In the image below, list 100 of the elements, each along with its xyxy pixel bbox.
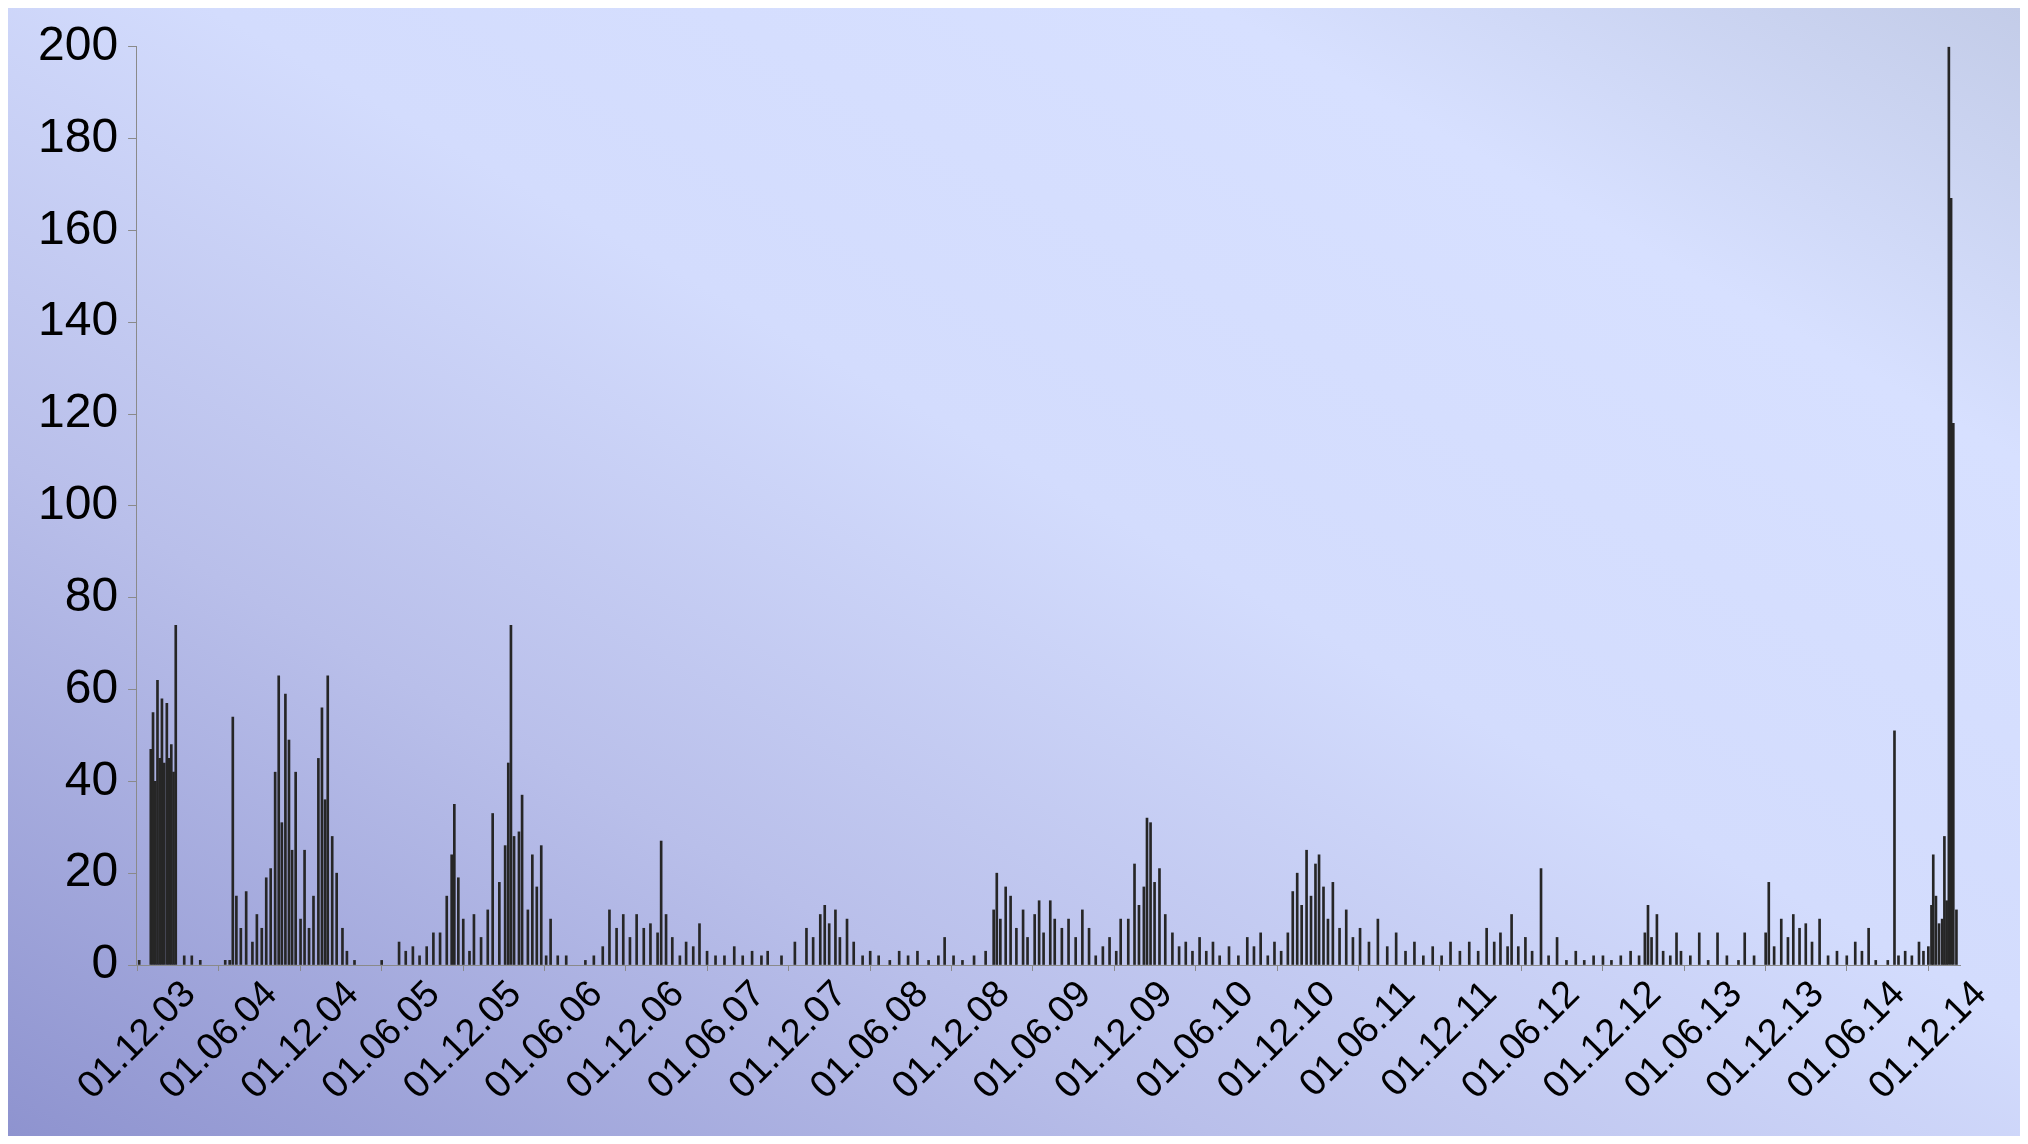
bar: [303, 849, 306, 965]
bar: [425, 946, 429, 965]
bar: [1245, 937, 1249, 965]
bar: [284, 693, 287, 965]
bar: [1163, 914, 1167, 965]
bar: [608, 909, 611, 965]
bar: [1067, 918, 1070, 965]
bar: [897, 950, 901, 965]
bar: [539, 845, 543, 965]
bar: [461, 918, 465, 965]
y-tick-label: 20: [64, 843, 119, 897]
bar: [1004, 886, 1008, 965]
bar: [888, 960, 892, 965]
bar: [1499, 932, 1502, 965]
bar: [1295, 872, 1299, 965]
bar: [549, 918, 552, 965]
bar: [1404, 950, 1407, 965]
bar: [1171, 932, 1174, 965]
bar: [1158, 868, 1161, 965]
bar: [1689, 955, 1692, 965]
bar: [174, 624, 178, 965]
bar: [615, 927, 618, 965]
bar: [1697, 932, 1701, 965]
bar: [952, 955, 955, 965]
bar: [1273, 941, 1276, 965]
bar: [984, 950, 987, 965]
bar: [1675, 932, 1678, 965]
bar: [1903, 950, 1907, 965]
bar: [1592, 955, 1595, 965]
bar: [1009, 895, 1012, 965]
bar: [404, 950, 408, 965]
bar: [760, 955, 763, 965]
bar: [1204, 950, 1208, 965]
y-tick-label: 180: [37, 108, 119, 162]
bar: [1191, 950, 1194, 965]
y-tick-label: 160: [37, 200, 119, 254]
bar: [741, 955, 745, 965]
bar: [1119, 918, 1123, 965]
bar: [260, 927, 264, 965]
bar: [1042, 932, 1045, 965]
bar: [312, 895, 315, 965]
bar: [1108, 937, 1111, 965]
bar: [1033, 914, 1036, 965]
bar: [834, 909, 837, 965]
bar: [137, 960, 141, 965]
bar: [1804, 923, 1808, 965]
bar: [1015, 927, 1018, 965]
bar: [916, 950, 919, 965]
bar: [223, 960, 227, 965]
bar: [1094, 955, 1098, 965]
bar: [861, 955, 864, 965]
bar: [584, 960, 587, 965]
bar: [380, 960, 384, 965]
bar: [1237, 955, 1240, 965]
y-tick-label: 0: [91, 935, 119, 989]
bar: [1048, 900, 1052, 965]
bar: [198, 960, 202, 965]
bar: [1026, 937, 1029, 965]
bar: [943, 937, 946, 965]
bar: [723, 955, 726, 965]
bar: [1485, 927, 1488, 965]
bar: [805, 927, 808, 965]
bar: [1492, 941, 1496, 965]
bar: [1149, 822, 1152, 965]
bar: [1853, 941, 1857, 965]
bar: [1798, 927, 1801, 965]
bar: [670, 937, 674, 965]
bar: [1440, 955, 1443, 965]
bar: [642, 927, 646, 965]
bar: [531, 854, 534, 965]
bar: [635, 914, 638, 965]
bar: [1943, 836, 1946, 965]
bar: [1431, 946, 1435, 965]
bar: [995, 872, 999, 965]
bar: [1259, 932, 1262, 965]
bar: [418, 955, 421, 965]
bar: [1767, 882, 1771, 965]
bar: [1867, 927, 1870, 965]
bar: [780, 955, 783, 965]
bar: [1198, 937, 1201, 965]
bar: [251, 941, 254, 965]
bar: [1524, 937, 1527, 965]
bar: [1610, 960, 1613, 965]
bar: [1422, 955, 1425, 965]
y-tick-label: 100: [37, 476, 119, 530]
bar: [698, 923, 701, 965]
bar: [621, 914, 625, 965]
bar: [1074, 937, 1078, 965]
bar: [1886, 960, 1890, 965]
bar: [649, 923, 652, 965]
bar: [353, 960, 356, 965]
bar: [852, 941, 856, 965]
bar: [868, 950, 872, 965]
bar: [1629, 950, 1632, 965]
bar: [468, 950, 471, 965]
y-tick-label: 200: [37, 17, 119, 71]
bar: [1582, 960, 1586, 965]
bar: [1743, 932, 1747, 965]
bar: [877, 955, 880, 965]
bar: [326, 675, 330, 965]
